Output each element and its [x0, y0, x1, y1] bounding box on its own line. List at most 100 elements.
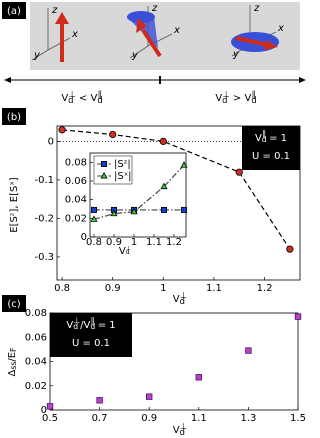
- axis-letter: z: [253, 3, 260, 14]
- label-part: ⊥: [180, 290, 187, 300]
- regime-label: Vd⊥ > Vd∥: [215, 89, 256, 105]
- series-line: [93, 164, 185, 220]
- y-tick-label: -0.2: [34, 213, 54, 224]
- label-part: V: [173, 425, 180, 436]
- arrowhead: [299, 77, 306, 83]
- x-tick-label: 0.8: [54, 283, 70, 294]
- marker: [245, 347, 252, 354]
- x-tick-label: 0.7: [92, 413, 108, 424]
- panel-a: (a) z x y z x y z x y: [2, 2, 306, 84]
- y-tick-label: 0: [41, 405, 47, 416]
- label-part: d: [251, 95, 256, 105]
- marker: [160, 206, 167, 213]
- axis: [47, 37, 71, 51]
- y-tick-label: 0.04: [65, 195, 87, 206]
- spin-arrowhead: [136, 18, 147, 33]
- label-part: d: [180, 296, 185, 306]
- y-tick-label: -0.1: [34, 175, 54, 186]
- label-part: Δ: [7, 369, 18, 376]
- axis-letter: y: [232, 49, 240, 60]
- marker: [235, 168, 243, 176]
- y-tick-label: 0.08: [25, 308, 47, 319]
- marker: [145, 393, 153, 400]
- y-tick-label: 0.02: [65, 213, 87, 224]
- marker: [180, 206, 187, 213]
- panel-label: (b): [7, 112, 21, 123]
- legend-marker: [101, 160, 108, 167]
- x-axis-label: Vd⊥: [173, 421, 187, 437]
- axis: [129, 45, 149, 59]
- label-part: d: [73, 322, 78, 331]
- spin-arrowhead: [55, 12, 69, 24]
- label-part: ∥: [91, 316, 95, 325]
- label-part: /V: [80, 320, 90, 331]
- axis-letter: z: [51, 5, 58, 16]
- label-part: ∥: [262, 129, 266, 138]
- label-part: d: [262, 135, 267, 144]
- label-part: > V: [230, 93, 252, 104]
- x-tick-label: 1: [160, 283, 166, 294]
- y-axis-label: E[Sᶻ], E[Sˣ]: [9, 177, 20, 232]
- y-tick-label: 0.06: [65, 176, 87, 187]
- panel-badge: [2, 2, 26, 19]
- legend-label: |Sˣ|: [114, 171, 132, 182]
- label-part: V: [61, 93, 68, 104]
- x-tick-label: 1.1: [191, 413, 207, 424]
- label-part: ss: [9, 362, 18, 370]
- marker: [130, 207, 138, 215]
- x-tick-label: 0.9: [141, 413, 157, 424]
- x-tick-label: 1: [131, 237, 137, 248]
- marker: [91, 206, 98, 213]
- label-part: V: [215, 93, 222, 104]
- label-part: /E: [7, 352, 18, 362]
- marker: [160, 182, 168, 190]
- marker: [286, 245, 294, 253]
- arrowhead: [4, 77, 11, 83]
- label-part: ⊥: [222, 89, 229, 99]
- marker: [58, 126, 66, 134]
- label-part: V: [119, 246, 126, 257]
- label-part: F: [9, 348, 18, 352]
- annotation-line: U = 0.1: [252, 151, 290, 162]
- label-part: ⊥: [180, 421, 187, 431]
- series-line: [62, 129, 291, 250]
- x-tick-label: 0.9: [105, 283, 121, 294]
- annotation-line: U = 0.1: [72, 338, 110, 349]
- axis: [31, 49, 49, 61]
- legend-box: [93, 155, 133, 185]
- marker: [109, 130, 117, 139]
- marker: [46, 403, 54, 410]
- label-part: d: [126, 249, 130, 256]
- legend-marker: [100, 172, 108, 179]
- y-tick-label: 0: [81, 232, 87, 243]
- label-part: d: [90, 322, 95, 331]
- marker: [110, 209, 118, 217]
- panel-badge: [2, 108, 26, 125]
- label-part: = 1: [95, 320, 116, 331]
- label-part: ⊥: [73, 316, 80, 325]
- x-tick-label: 0.5: [42, 413, 58, 424]
- annotation-line: Vd⊥/Vd∥ = 1: [66, 316, 115, 331]
- x-tick-label: 0.8: [86, 237, 102, 248]
- y-tick-label: 0.06: [25, 332, 47, 343]
- spin-arrow: [235, 36, 269, 47]
- x-axis-label: Vd⊥: [119, 245, 131, 257]
- label-part: ∥: [98, 89, 102, 99]
- x-tick-label: 0.9: [106, 237, 122, 248]
- label-part: U = 0.1: [72, 338, 110, 349]
- label-part: U = 0.1: [252, 151, 290, 162]
- marker: [180, 161, 188, 168]
- x-tick-label: 1.1: [146, 237, 162, 248]
- label-part: ∥: [252, 89, 256, 99]
- y-tick-label: 0.02: [25, 381, 47, 392]
- spin-arrowhead: [264, 40, 278, 50]
- axis-letter: x: [277, 23, 284, 34]
- y-tick-label: 0.04: [25, 357, 47, 368]
- label-part: V: [255, 133, 262, 144]
- label-part: ⊥: [68, 89, 75, 99]
- x-tick-label: 1.1: [206, 283, 222, 294]
- y-tick-label: 0: [48, 136, 54, 147]
- marker: [90, 215, 98, 222]
- cone-top: [127, 11, 155, 23]
- axis-letter: y: [131, 50, 139, 61]
